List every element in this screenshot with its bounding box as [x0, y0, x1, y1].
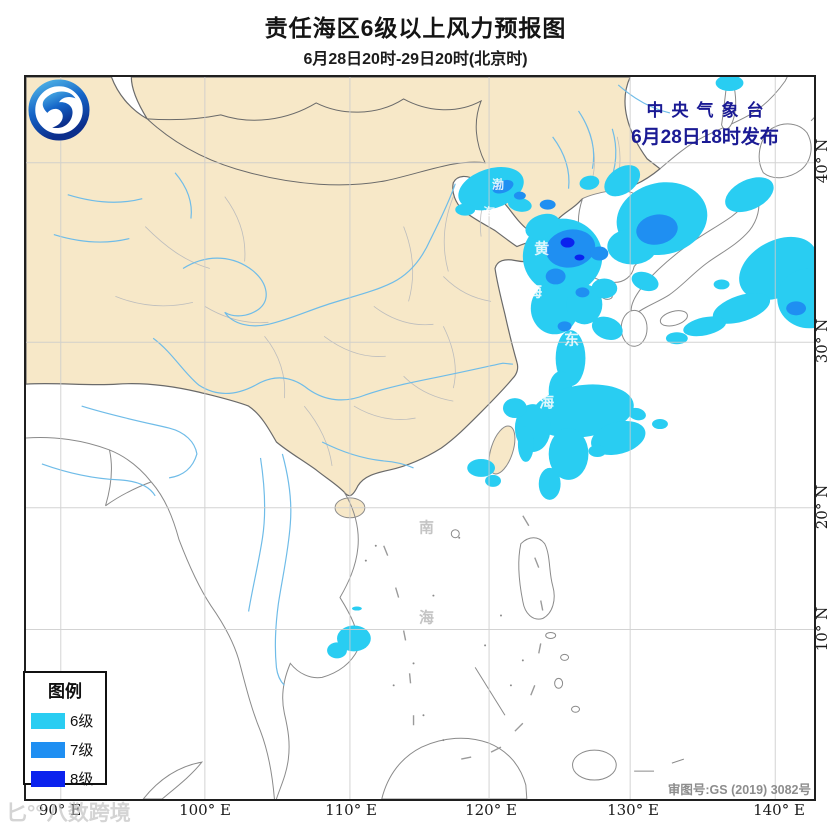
- bohai-label-char2: 海: [483, 205, 495, 220]
- kyushu: [620, 309, 648, 347]
- lon-label-140e: 140° E: [753, 801, 805, 819]
- yellow-sea-label-char1: 黄: [534, 239, 549, 257]
- rivers: [41, 84, 671, 686]
- palawan: [474, 667, 506, 716]
- wind-area-level7: [492, 179, 807, 332]
- map-frame: 渤 海 黄 海 东 海 南 海: [24, 75, 816, 801]
- sea-name-labels: 渤 海 黄 海 东 海 南 海: [419, 177, 579, 627]
- cma-logo: [28, 79, 90, 141]
- level6-swatch: [31, 712, 65, 729]
- east-sea-label-char1: 东: [564, 330, 579, 348]
- legend-item-level8: 8级: [25, 768, 105, 789]
- lon-label-90e: 90° E: [38, 801, 82, 819]
- lon-label-100e: 100° E: [179, 801, 231, 819]
- agency-name: 中央气象台: [646, 101, 772, 120]
- page-subtitle: 6月28日20时-29日20时(北京时): [303, 51, 528, 68]
- level7-label: 7级: [70, 742, 94, 759]
- south-sea-label-char1: 南: [419, 519, 434, 537]
- watermark-text: 八数跨境: [46, 802, 131, 825]
- level8-swatch: [31, 770, 65, 787]
- taiwan-island: [488, 425, 516, 475]
- lat-label-30n: 30° N: [813, 318, 831, 364]
- shikoku: [659, 310, 688, 327]
- legend-title: 图例: [48, 682, 82, 701]
- watermark: 匕°° 八数跨境: [6, 797, 131, 827]
- south-sea-label-char2: 海: [419, 608, 434, 626]
- legend-item-level7: 7级: [25, 739, 105, 760]
- yellow-sea-label-char2: 海: [527, 282, 542, 300]
- mindanao: [572, 749, 617, 781]
- map-approval-number: 审图号:GS (2019) 3082号: [667, 783, 811, 797]
- level6-label: 6级: [70, 713, 94, 730]
- sumatra: [142, 761, 204, 799]
- level8-label: 8级: [70, 771, 94, 788]
- hokkaido: [758, 123, 812, 179]
- wind-area-level8: [560, 237, 585, 261]
- lat-label-10n: 10° N: [813, 606, 831, 652]
- indochina-coast: [275, 491, 359, 799]
- legend: 图例 6级 7级 8级: [23, 671, 107, 788]
- level7-swatch: [31, 741, 65, 758]
- luzon: [518, 537, 555, 620]
- borneo: [381, 737, 528, 799]
- scs-islets: [364, 515, 544, 760]
- announcement: 中央气象台 6月28日18时发布: [565, 96, 831, 149]
- lon-label-120e: 120° E: [465, 801, 517, 819]
- page-title: 责任海区6级以上风力预报图: [264, 15, 567, 41]
- watermark-logo-icon: 匕°°: [6, 802, 44, 825]
- mongolia-border: [146, 98, 486, 186]
- lon-label-110e: 110° E: [325, 801, 377, 819]
- lat-label-20n: 20° N: [813, 484, 831, 530]
- east-sea-label-char2: 海: [539, 393, 554, 411]
- bohai-label-char1: 渤: [492, 177, 504, 192]
- legend-item-level6: 6级: [25, 710, 105, 731]
- issue-time: 6月28日18时发布: [631, 127, 779, 148]
- lon-label-130e: 130° E: [607, 801, 659, 819]
- map-canvas: 渤 海 黄 海 东 海 南 海: [26, 77, 814, 799]
